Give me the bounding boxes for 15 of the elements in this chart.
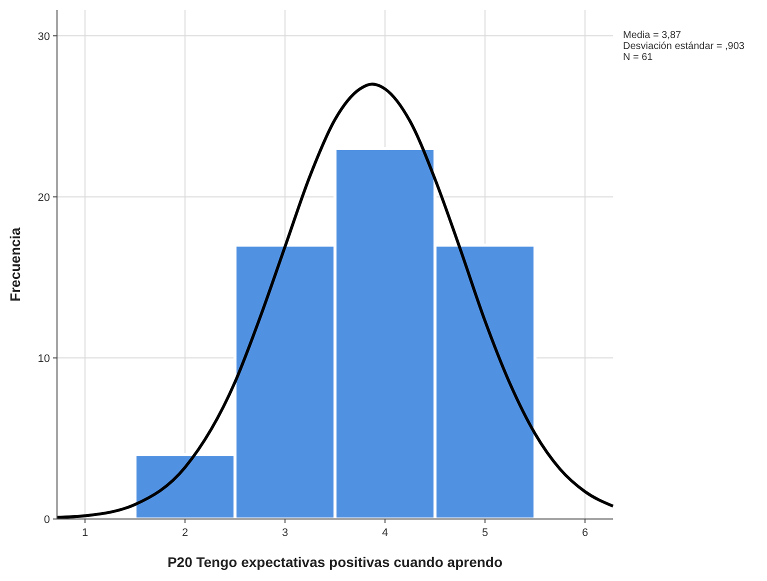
y-tick-label: 20 [38, 192, 50, 204]
x-tick-label: 3 [282, 527, 288, 539]
x-tick-label: 1 [82, 527, 88, 539]
x-tick-label: 4 [382, 527, 388, 539]
y-tick-label: 10 [38, 352, 50, 365]
text: Desviación estándar = ,903 [623, 41, 745, 52]
text: N = 61 [623, 52, 654, 63]
x-axis-title: P20 Tengo expectativas positivas cuando aprendo [167, 554, 503, 570]
y-tick-label: 30 [38, 30, 50, 43]
x-tick-label: 6 [582, 527, 588, 539]
y-axis-title: Frecuencia [7, 227, 23, 302]
text: Media = 3,87 [623, 30, 682, 41]
x-tick-label: 2 [182, 527, 188, 539]
x-tick-label: 5 [482, 527, 488, 539]
y-tick-label: 0 [44, 514, 50, 526]
